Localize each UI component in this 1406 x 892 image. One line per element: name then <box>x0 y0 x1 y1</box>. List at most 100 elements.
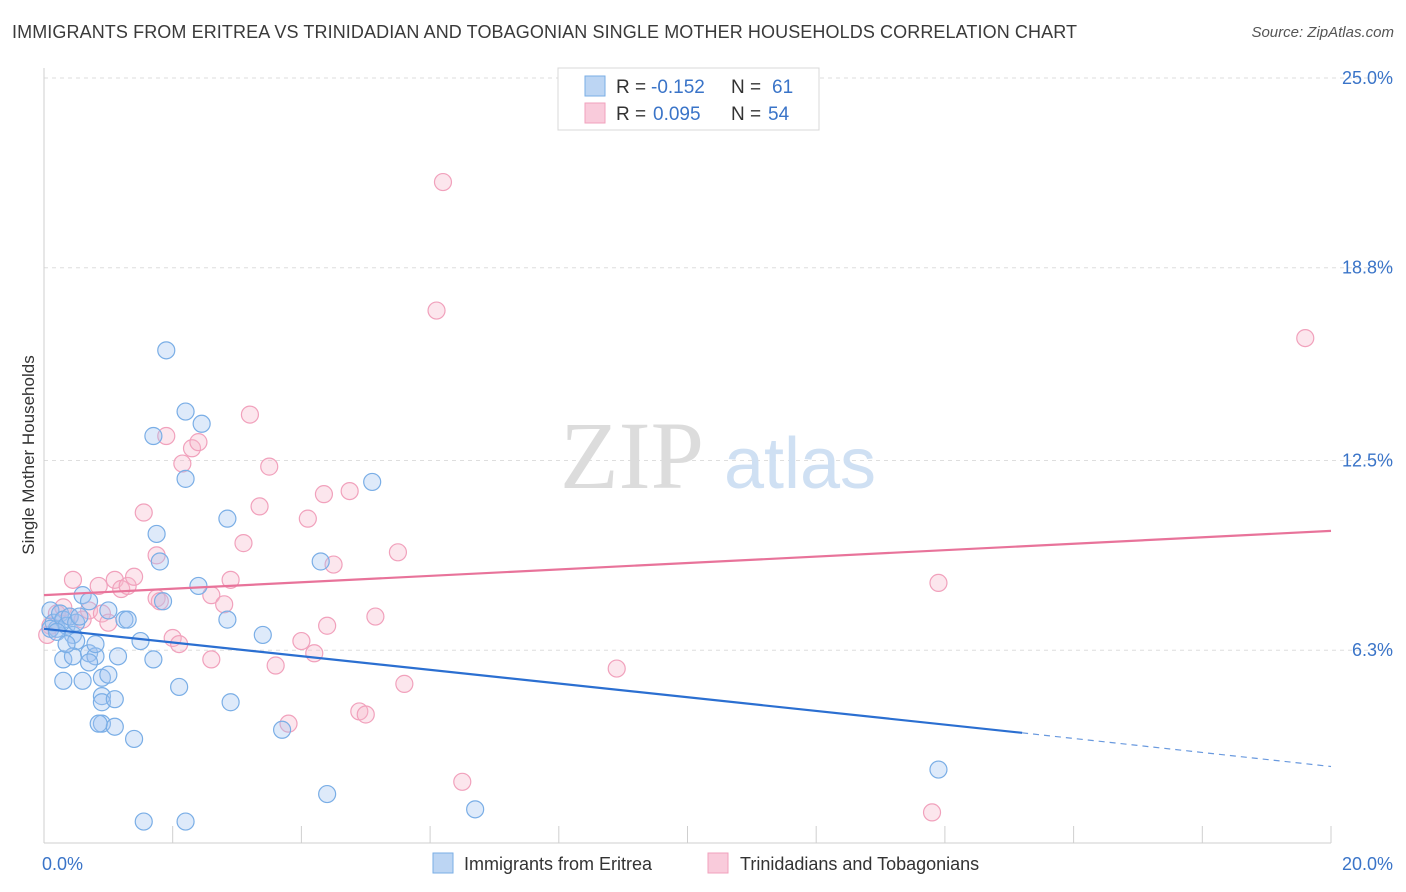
blue-point-11 <box>79 592 99 611</box>
pink-point-40 <box>356 705 375 724</box>
series-legend-swatch-pink <box>707 852 729 874</box>
pink-point-20 <box>173 454 192 473</box>
blue-point-32 <box>131 631 150 651</box>
pink-point-41 <box>366 607 385 626</box>
stats-legend-r-value-blue: -0.152 <box>651 77 705 98</box>
watermark-zip: ZIP <box>560 402 704 509</box>
blue-point-47 <box>253 625 272 645</box>
stats-legend: R = -0.152 N = 61 R = 0.095 N = 54 <box>557 67 820 131</box>
pink-point-44 <box>433 172 453 192</box>
blue-point-59 <box>86 634 105 654</box>
pink-point-31 <box>266 656 285 675</box>
pink-point-38 <box>340 482 359 501</box>
blue-point-55 <box>929 760 948 779</box>
pink-point-27 <box>234 534 253 553</box>
pink-point-17 <box>157 426 176 446</box>
pink-point-22 <box>189 433 208 452</box>
pink-point-28 <box>240 405 260 424</box>
blue-point-31 <box>118 610 137 629</box>
blue-point-17 <box>79 653 99 672</box>
stats-legend-n-value-blue: 61 <box>772 77 793 98</box>
blue-point-19 <box>54 671 73 690</box>
series-legend-label-blue: Immigrants from Eritrea <box>464 854 653 874</box>
pink-point-47 <box>607 659 626 678</box>
blue-point-41 <box>176 469 195 488</box>
blue-point-18 <box>73 671 92 690</box>
blue-point-42 <box>218 509 237 528</box>
pink-point-48 <box>922 803 942 822</box>
pink-point-24 <box>202 650 221 669</box>
blue-point-51 <box>318 784 337 804</box>
y-tick-label-2: 18.8% <box>1342 258 1393 278</box>
pink-point-13 <box>134 503 153 522</box>
blue-point-60 <box>99 601 118 620</box>
blue-point-34 <box>153 592 173 611</box>
x-tick-label-1: 20.0% <box>1342 854 1393 874</box>
series-legend-swatch-blue <box>432 852 454 874</box>
stats-legend-r-label-blue: R = <box>616 77 651 98</box>
y-axis-label: Single Mother Households <box>19 355 38 554</box>
blue-point-54 <box>134 812 153 831</box>
stats-legend-n-label-pink: N = <box>731 104 766 125</box>
blue-point-53 <box>176 812 195 831</box>
x-tick-labels: 0.0% 20.0% <box>42 854 1393 874</box>
y-tick-label-0: 6.3% <box>1352 640 1393 660</box>
blue-point-38 <box>157 341 176 360</box>
pink-point-26 <box>221 570 240 589</box>
blue-point-28 <box>105 690 124 709</box>
blue-point-44 <box>189 576 208 596</box>
blue-point-43 <box>170 677 189 697</box>
trend-lines <box>43 529 1332 768</box>
y-tick-labels: 6.3% 12.5% 18.8% 25.0% <box>1342 68 1393 660</box>
blue-trend-extension <box>1022 732 1332 768</box>
blue-point-35 <box>150 552 169 571</box>
x-ticks <box>43 826 1332 843</box>
pink-point-35 <box>314 485 334 504</box>
pink-point-42 <box>388 543 408 562</box>
blue-point-24 <box>108 647 128 666</box>
pink-point-4 <box>63 570 83 589</box>
series-blue-points <box>41 341 948 831</box>
blue-point-52 <box>466 800 485 819</box>
blue-point-37 <box>144 426 163 446</box>
pink-point-43 <box>395 674 414 693</box>
pink-point-12 <box>124 567 144 586</box>
gridlines <box>44 77 1392 651</box>
blue-point-50 <box>363 472 382 492</box>
blue-point-27 <box>89 714 108 733</box>
pink-trend-line <box>43 529 1332 597</box>
pink-point-33 <box>292 631 311 651</box>
stats-legend-r-value-pink: 0.095 <box>653 104 701 125</box>
pink-point-25 <box>215 595 234 614</box>
stats-legend-n-label-blue: N = <box>731 77 766 98</box>
pink-point-30 <box>260 457 279 476</box>
chart-source: Source: ZipAtlas.com <box>1251 24 1394 41</box>
stats-legend-n-value-pink: 54 <box>768 104 790 125</box>
blue-trend-line <box>43 627 1023 734</box>
pink-point-49 <box>929 573 948 593</box>
pink-point-50 <box>1296 329 1315 348</box>
pink-point-45 <box>427 301 446 320</box>
blue-point-40 <box>192 414 211 433</box>
stats-legend-r-label-pink: R = <box>616 104 651 125</box>
blue-point-45 <box>218 610 237 629</box>
blue-point-33 <box>144 650 163 669</box>
pink-point-8 <box>89 576 108 596</box>
blue-point-39 <box>176 402 195 421</box>
y-tick-label-3: 25.0% <box>1342 68 1393 88</box>
series-legend: Immigrants from Eritrea Trinidadians and… <box>432 852 979 874</box>
pink-point-29 <box>250 497 269 516</box>
stats-legend-swatch-blue <box>584 75 606 97</box>
blue-point-26 <box>105 717 124 736</box>
blue-point-49 <box>311 552 330 571</box>
watermark-atlas: atlas <box>724 424 876 504</box>
pink-point-34 <box>298 509 317 528</box>
blue-point-9 <box>70 607 89 626</box>
blue-point-46 <box>221 693 240 712</box>
y-tick-label-1: 12.5% <box>1342 451 1393 471</box>
blue-point-36 <box>147 524 166 544</box>
blue-point-21 <box>99 665 118 684</box>
chart-title: IMMIGRANTS FROM ERITREA VS TRINIDADIAN A… <box>12 22 1078 42</box>
stats-legend-swatch-pink <box>584 102 606 124</box>
